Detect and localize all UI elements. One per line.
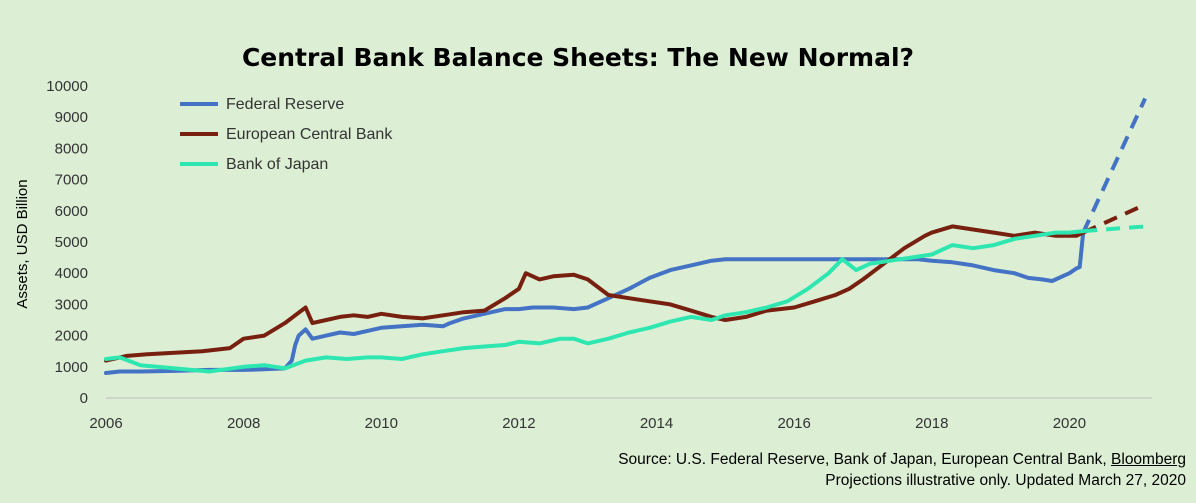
y-tick-label: 8000 bbox=[55, 140, 88, 157]
legend: Federal Reserve European Central Bank Bank… bbox=[180, 96, 393, 173]
x-tick-label: 2014 bbox=[640, 415, 673, 432]
x-tick-label: 2016 bbox=[777, 415, 810, 432]
x-tick-label: 2018 bbox=[915, 415, 948, 432]
x-tick-label: 2006 bbox=[89, 415, 122, 432]
source-line: Source: U.S. Federal Reserve, Bank of Ja… bbox=[618, 449, 1186, 470]
y-tick-label: 4000 bbox=[55, 265, 88, 282]
y-tick-label: 7000 bbox=[55, 172, 88, 189]
chart-title: Central Bank Balance Sheets: The New Nor… bbox=[242, 43, 914, 72]
source-link[interactable]: Bloomberg bbox=[1111, 451, 1186, 468]
y-axis: 0 1000 2000 3000 4000 5000 6000 7000 8000 9000 100… bbox=[46, 78, 88, 407]
legend-label-european-central-bank: European Central Bank bbox=[226, 126, 393, 143]
x-tick-label: 2010 bbox=[365, 415, 398, 432]
source-note: Source: U.S. Federal Reserve, Bank of Ja… bbox=[618, 449, 1186, 491]
legend-label-bank-of-japan: Bank of Japan bbox=[226, 156, 328, 173]
series-layer bbox=[104, 97, 1147, 375]
x-axis: 2006 2008 2010 2012 2014 2016 2018 2020 bbox=[89, 415, 1086, 432]
y-tick-label: 5000 bbox=[55, 234, 88, 251]
y-axis-label: Assets, USD Billion bbox=[14, 179, 31, 308]
series-line-federal-reserve bbox=[104, 230, 1086, 375]
y-tick-label: 1000 bbox=[55, 359, 88, 376]
y-tick-label: 9000 bbox=[55, 109, 88, 126]
source-text: Source: U.S. Federal Reserve, Bank of Ja… bbox=[618, 451, 1112, 468]
y-tick-label: 2000 bbox=[55, 328, 88, 345]
projection-line-european-central-bank bbox=[1082, 202, 1146, 235]
x-tick-label: 2012 bbox=[502, 415, 535, 432]
x-tick-label: 2008 bbox=[227, 415, 260, 432]
y-tick-label: 3000 bbox=[55, 296, 88, 313]
series-line-bank-of-japan bbox=[104, 229, 1086, 374]
projection-line-bank-of-japan bbox=[1083, 224, 1146, 234]
series-line-european-central-bank bbox=[104, 224, 1086, 363]
projection-line-federal-reserve bbox=[1081, 97, 1147, 234]
x-tick-label: 2020 bbox=[1053, 415, 1086, 432]
y-tick-label: 0 bbox=[80, 390, 88, 407]
legend-label-federal-reserve: Federal Reserve bbox=[226, 96, 344, 113]
projection-note: Projections illustrative only. Updated M… bbox=[825, 472, 1186, 489]
y-tick-label: 6000 bbox=[55, 203, 88, 220]
y-tick-label: 10000 bbox=[46, 78, 88, 95]
